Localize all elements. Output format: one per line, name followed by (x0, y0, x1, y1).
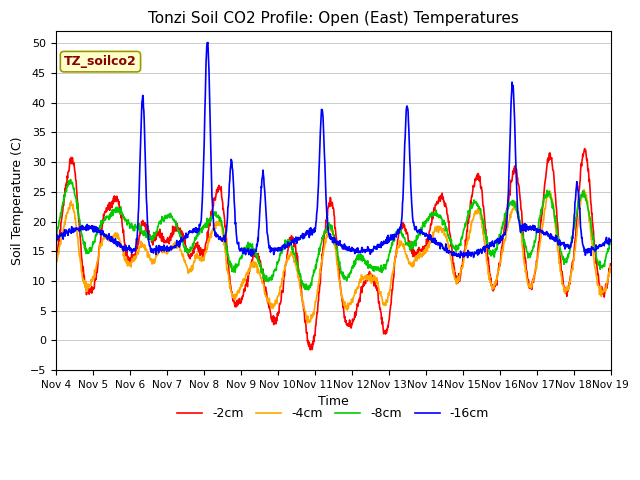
-16cm (52, 233, 60, 239)
-16cm (117, 244, 125, 250)
-4cm (52, 260, 60, 266)
-16cm (309, 227, 317, 232)
-2cm (309, 338, 317, 344)
Title: Tonzi Soil CO2 Profile: Open (East) Temperatures: Tonzi Soil CO2 Profile: Open (East) Temp… (148, 11, 518, 26)
-8cm (287, 244, 295, 250)
-2cm (287, 235, 295, 240)
-16cm (95, 227, 102, 233)
-8cm (310, 273, 317, 278)
-8cm (299, 281, 307, 287)
-2cm (299, 300, 307, 306)
-4cm (368, 276, 376, 281)
-4cm (287, 249, 295, 255)
-8cm (118, 209, 125, 215)
Text: TZ_soilco2: TZ_soilco2 (64, 55, 137, 68)
-16cm (368, 248, 376, 254)
-8cm (369, 264, 376, 270)
Line: -4cm: -4cm (56, 190, 611, 323)
X-axis label: Time: Time (318, 396, 349, 408)
Legend: -2cm, -4cm, -8cm, -16cm: -2cm, -4cm, -8cm, -16cm (172, 402, 494, 425)
-8cm (305, 287, 312, 293)
-8cm (607, 237, 614, 243)
-16cm (287, 240, 295, 245)
-4cm (303, 320, 311, 326)
Y-axis label: Soil Temperature (C): Soil Temperature (C) (11, 137, 24, 265)
-16cm (607, 237, 614, 242)
-16cm (299, 236, 307, 241)
-16cm (456, 255, 464, 261)
-8cm (52, 233, 60, 239)
-4cm (117, 241, 125, 247)
-2cm (607, 261, 614, 267)
-4cm (299, 298, 307, 304)
-2cm (95, 252, 102, 258)
-4cm (580, 187, 588, 192)
-4cm (95, 254, 102, 260)
-4cm (309, 313, 317, 319)
-16cm (204, 39, 212, 45)
-8cm (95, 228, 103, 234)
-2cm (580, 146, 588, 152)
-2cm (307, 347, 314, 353)
-4cm (607, 264, 614, 270)
Line: -16cm: -16cm (56, 42, 611, 258)
-2cm (117, 215, 125, 221)
Line: -2cm: -2cm (56, 149, 611, 350)
-8cm (67, 177, 74, 182)
Line: -8cm: -8cm (56, 180, 611, 290)
-2cm (52, 261, 60, 266)
-2cm (368, 278, 376, 284)
